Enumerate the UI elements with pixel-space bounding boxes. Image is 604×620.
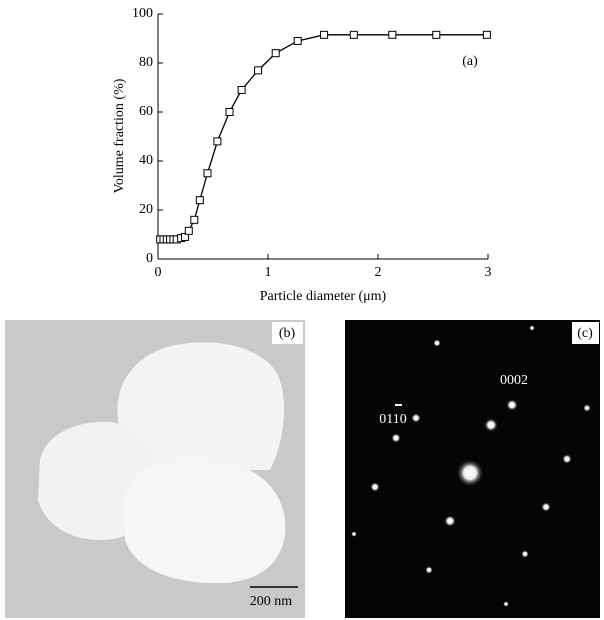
spot	[521, 550, 529, 558]
y-tick-label: 0	[146, 251, 153, 266]
data-point	[214, 138, 221, 145]
spot	[484, 418, 498, 432]
y-axis-label: Volume fraction (%)	[112, 78, 127, 193]
data-point	[433, 31, 440, 38]
data-point	[255, 67, 262, 74]
x-tick-label: 0	[155, 265, 162, 280]
spot	[562, 454, 572, 464]
x-tick-label: 1	[265, 265, 272, 280]
scale-bar-label: 200 nm	[250, 594, 293, 609]
figure: (a) Particle diameter (μm) Volume fracti…	[0, 0, 604, 620]
data-point	[238, 86, 245, 93]
chart-a: (a) Particle diameter (μm) Volume fracti…	[112, 6, 491, 304]
panel-label: (b)	[279, 326, 296, 341]
data-point	[389, 31, 396, 38]
spot	[411, 413, 421, 423]
spot	[506, 399, 518, 411]
spot	[583, 404, 591, 412]
data-point	[204, 170, 211, 177]
x-axis-label: Particle diameter (μm)	[260, 289, 387, 304]
panel-b: (b) 200 nm	[5, 320, 305, 618]
data-point	[294, 37, 301, 44]
spot-index: 0002	[500, 373, 528, 388]
spot	[444, 515, 456, 527]
y-tick-label: 40	[139, 153, 153, 168]
y-tick-label: 80	[139, 55, 153, 70]
data-line	[160, 35, 487, 240]
spot	[425, 566, 433, 574]
data-point	[196, 197, 203, 204]
x-tick-label: 2	[375, 265, 382, 280]
spot	[456, 459, 484, 487]
data-point	[185, 227, 192, 234]
y-tick-label: 60	[139, 104, 153, 119]
panel-label: (c)	[577, 326, 593, 341]
panel-c: (c) 0002 0110	[345, 320, 600, 618]
panel-label: (a)	[462, 54, 478, 69]
x-tick-label: 3	[485, 265, 492, 280]
data-point	[483, 31, 490, 38]
spot-index: 0110	[379, 412, 406, 427]
spot	[541, 502, 551, 512]
data-point	[226, 109, 233, 116]
spot	[391, 433, 401, 443]
spot	[529, 325, 535, 331]
spot	[433, 339, 441, 347]
data-point	[191, 216, 198, 223]
spot	[370, 482, 380, 492]
spot	[503, 601, 509, 607]
data-point	[350, 31, 357, 38]
y-tick-label: 20	[139, 202, 153, 217]
data-point	[272, 50, 279, 57]
spot	[351, 531, 357, 537]
data-point	[321, 31, 328, 38]
y-tick-label: 100	[132, 6, 153, 21]
